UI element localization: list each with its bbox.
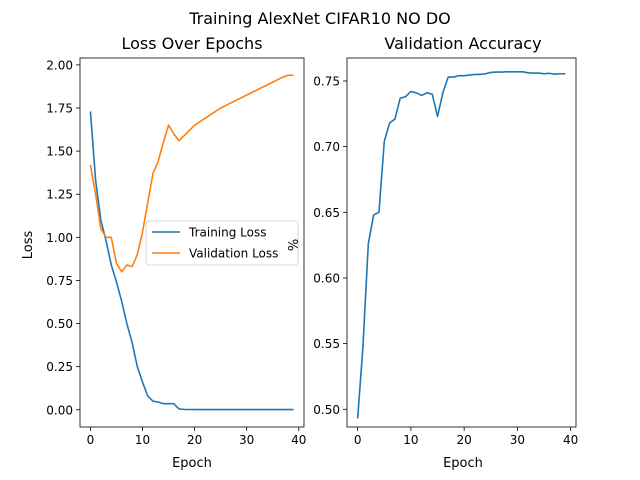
loss-chart-ytick-label: 1.25: [46, 188, 73, 202]
loss-chart-xtick-label: 40: [291, 433, 306, 447]
accuracy-chart-ytick-label: 0.55: [313, 337, 340, 351]
accuracy-chart-ytick-label: 0.50: [313, 403, 340, 417]
accuracy-chart-title: Validation Accuracy: [384, 34, 541, 53]
loss-chart-axes-frame: [79, 57, 305, 428]
loss-chart-ytick-label: 2.00: [46, 58, 73, 72]
legend-label: Validation Loss: [189, 247, 278, 261]
loss-chart-ytick-label: 0.00: [46, 403, 73, 417]
accuracy-chart-ytick-label: 0.75: [313, 74, 340, 88]
accuracy-chart-axes-frame: [346, 57, 577, 428]
loss-chart-series-line-0: [89, 111, 294, 411]
loss-chart-ytick-label: 0.25: [46, 360, 73, 374]
accuracy-chart-ytick-label: 0.60: [313, 271, 340, 285]
loss-chart-xtick-label: 20: [187, 433, 202, 447]
loss-chart-xtick-label: 30: [239, 433, 254, 447]
accuracy-chart-xtick-label: 10: [403, 433, 418, 447]
loss-chart-legend: Training Loss Validation Loss: [145, 220, 299, 266]
accuracy-chart-xtick-label: 30: [510, 433, 525, 447]
loss-chart: Loss Over Epochs Epoch Loss 0 10 20 30 40 0.0…: [21, 34, 306, 471]
legend-label: Training Loss: [188, 226, 266, 240]
accuracy-chart-xtick-label: 20: [457, 433, 472, 447]
loss-chart-ylabel: Loss: [21, 231, 36, 260]
accuracy-chart-xtick-label: 40: [563, 433, 578, 447]
accuracy-chart: Validation Accuracy Epoch % 0 10 20 30 40 0.5…: [287, 34, 578, 471]
legend-box: [145, 220, 299, 266]
loss-chart-xtick-label: 0: [87, 433, 95, 447]
figure-title: Training AlexNet CIFAR10 NO DO: [188, 9, 451, 28]
loss-chart-ytick-label: 0.50: [46, 317, 73, 331]
loss-chart-ytick-label: 0.75: [46, 274, 73, 288]
accuracy-chart-series-line-0: [356, 70, 566, 419]
accuracy-chart-xlabel: Epoch: [443, 456, 483, 471]
loss-chart-xlabel: Epoch: [172, 456, 212, 471]
loss-chart-series-line-1: [89, 74, 294, 273]
loss-chart-xtick-label: 10: [135, 433, 150, 447]
loss-chart-ytick-label: 1.75: [46, 102, 73, 116]
loss-chart-ytick-label: 1.00: [46, 231, 73, 245]
accuracy-chart-ytick-label: 0.70: [313, 140, 340, 154]
loss-chart-title: Loss Over Epochs: [121, 34, 262, 53]
accuracy-chart-ylabel: %: [287, 239, 302, 251]
accuracy-chart-ytick-label: 0.65: [313, 206, 340, 220]
loss-chart-ytick-label: 1.50: [46, 145, 73, 159]
accuracy-chart-xtick-label: 0: [354, 433, 362, 447]
